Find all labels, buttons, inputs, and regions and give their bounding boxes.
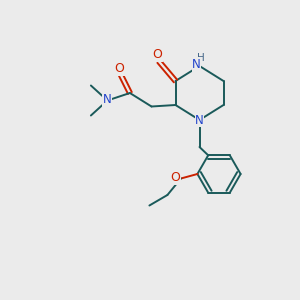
Text: N: N — [102, 93, 111, 106]
Text: O: O — [153, 48, 162, 62]
Text: O: O — [171, 171, 180, 184]
Text: N: N — [192, 58, 201, 71]
Text: O: O — [115, 62, 124, 75]
Text: N: N — [195, 113, 204, 127]
Text: H: H — [197, 53, 205, 64]
